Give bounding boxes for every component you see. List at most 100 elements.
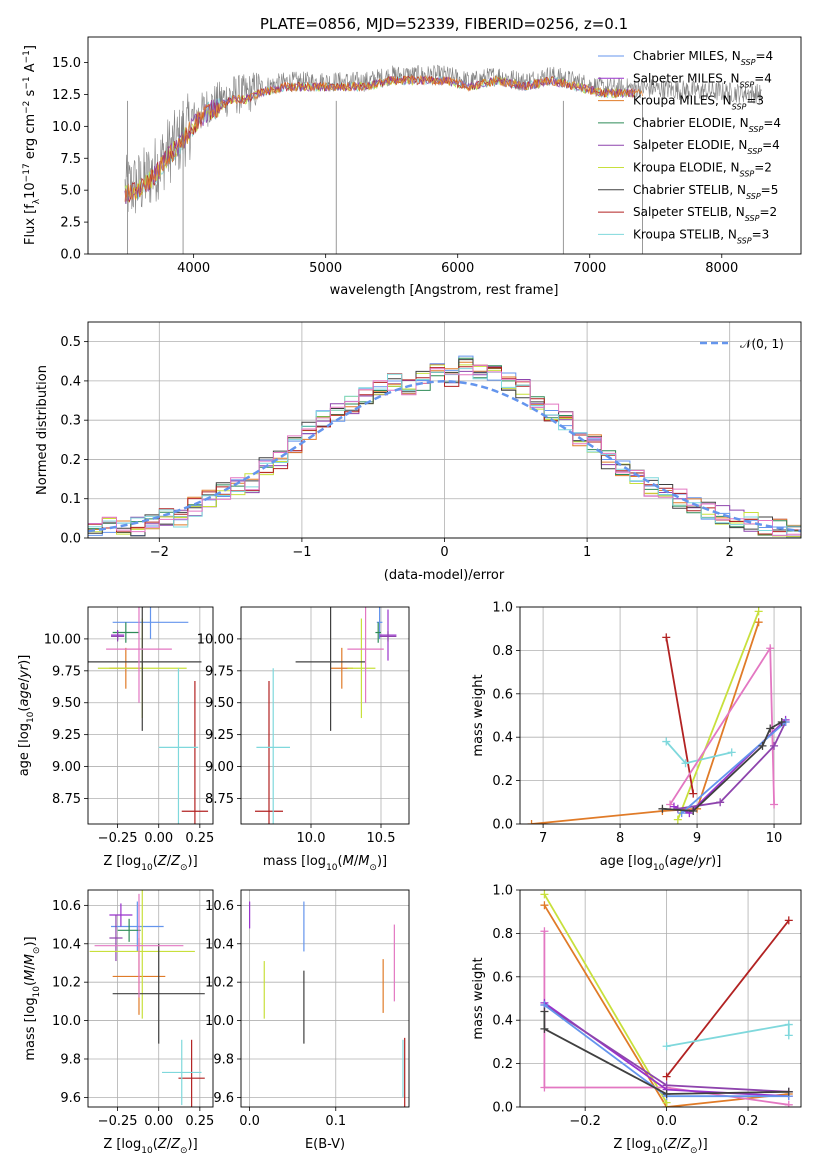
plot-area: [255, 607, 397, 824]
model-spectrum: [124, 74, 643, 202]
x-tick-label: 0.0: [656, 1114, 677, 1129]
y-tick-label: 10.6: [52, 899, 81, 914]
gaussian-curve: [88, 380, 801, 533]
x-tick-label: 4000: [177, 261, 210, 276]
y-axis-label-3: age [log10(age/yr)]: [17, 655, 36, 777]
y-tick-label: 9.8: [213, 1052, 234, 1067]
y-tick-label: 7.5: [60, 152, 81, 167]
weight-marker: [758, 741, 767, 750]
legend-label: Kroupa STELIB, NSSP=3: [633, 227, 769, 245]
x-tick-label: 10: [766, 831, 783, 846]
y-tick-label: 0.0: [60, 532, 81, 547]
y-tick-label: 0.6: [492, 687, 513, 702]
y-tick-label: 10.4: [52, 937, 81, 952]
weight-line: [673, 719, 787, 815]
weight-marker: [689, 789, 698, 798]
weight-marker: [658, 804, 667, 813]
x-axis-label-5: age [log10(age/yr)]: [600, 854, 722, 873]
x-tick-label: 1: [583, 545, 591, 560]
weight-marker: [777, 718, 786, 727]
plot-area: [124, 64, 762, 254]
legend-label: Kroupa ELODIE, NSSP=2: [633, 161, 772, 179]
y-tick-label: 10.6: [205, 899, 234, 914]
weight-marker: [784, 1031, 793, 1040]
legend-label: Chabrier MILES, NSSP=4: [633, 49, 773, 67]
x-tick-label: 0.00: [144, 831, 173, 846]
axes-frame: [519, 889, 802, 1108]
weight-marker: [754, 607, 763, 616]
x-axis-label-3: Z [log10(Z/Z⊙)]: [103, 854, 197, 873]
x-axis-label-8: Z [log10(Z/Z⊙)]: [613, 1137, 707, 1156]
axes-frame: [240, 606, 410, 825]
weight-marker: [784, 1020, 793, 1029]
panel-6: −0.25 0.00 0.25 9.6 9.8 10.0 10.2 10.4 10.6 Z [lo…: [23, 889, 214, 1156]
x-tick-label: 0.1: [325, 1114, 346, 1129]
x-axis-label-6: Z [log10(Z/Z⊙)]: [103, 1137, 197, 1156]
y-tick-label: 0.0: [492, 1101, 513, 1116]
y-tick-label: 0.4: [60, 374, 81, 389]
y-tick-label: 1.0: [492, 601, 513, 616]
weight-marker: [540, 927, 549, 936]
model-spectrum: [124, 75, 636, 203]
x-tick-label: 6000: [441, 261, 474, 276]
weight-marker: [754, 618, 763, 627]
weight-line: [666, 1023, 790, 1048]
weight-marker: [540, 1083, 549, 1092]
x-tick-label: 8000: [705, 261, 738, 276]
weight-marker: [784, 1087, 793, 1096]
weight-marker: [766, 644, 775, 653]
legend-label: Salpeter STELIB, NSSP=2: [633, 205, 777, 223]
y-tick-label: 9.50: [205, 696, 234, 711]
y-tick-label: 0.4: [492, 731, 513, 746]
plot-area: [89, 890, 205, 1107]
model-spectrum: [124, 74, 636, 203]
axes-frame: [87, 889, 214, 1108]
x-tick-label: 7: [539, 831, 547, 846]
y-tick-label: 8.75: [205, 792, 234, 807]
x-axis-label-4: mass [log10(M/M⊙)]: [263, 854, 387, 873]
y-tick-label: 8.75: [52, 792, 81, 807]
axes-frame: [87, 606, 214, 825]
plot-area: [527, 607, 790, 824]
x-tick-label: −0.2: [569, 1114, 601, 1129]
x-axis-label-2: (data-model)/error: [384, 568, 505, 583]
y-tick-label: 5.0: [60, 184, 81, 199]
legend-label: Salpeter ELODIE, NSSP=4: [633, 138, 780, 156]
weight-marker: [662, 633, 671, 642]
axes-frame: [519, 606, 802, 825]
histogram-step: [88, 364, 801, 536]
y-tick-label: 9.25: [205, 728, 234, 743]
weight-marker: [527, 820, 536, 824]
plot-area: [540, 890, 793, 1107]
panel-1: 4000 5000 6000 7000 8000 0.0 2.5 5.0 7.5 10.0 12.5…: [22, 15, 802, 298]
weight-line: [665, 919, 790, 1078]
y-tick-label: 9.75: [205, 664, 234, 679]
weight-marker: [727, 748, 736, 757]
weight-line: [543, 1011, 789, 1095]
y-tick-label: 10.0: [205, 1014, 234, 1029]
y-tick-label: 0.4: [492, 1014, 513, 1029]
y-tick-label: 10.00: [44, 632, 81, 647]
weight-marker: [766, 724, 775, 733]
x-tick-label: −2: [150, 545, 169, 560]
plot-area: [249, 901, 406, 1107]
x-tick-label: −0.25: [98, 831, 138, 846]
y-tick-label: 9.8: [60, 1052, 81, 1067]
weight-marker: [770, 800, 779, 809]
y-tick-label: 10.0: [52, 1014, 81, 1029]
x-tick-label: 0: [440, 545, 448, 560]
weight-marker: [770, 741, 779, 750]
weight-marker: [716, 798, 725, 807]
y-tick-label: 9.25: [52, 728, 81, 743]
weight-marker: [784, 1100, 793, 1107]
weight-marker: [681, 759, 690, 768]
weight-marker: [540, 1024, 549, 1033]
legend-label: Kroupa MILES, NSSP=3: [633, 94, 764, 112]
weight-marker: [662, 1081, 671, 1090]
chart-title-1: PLATE=0856, MJD=52339, FIBERID=0256, z=0…: [260, 15, 628, 33]
weight-marker: [540, 1007, 549, 1016]
weight-marker: [540, 901, 549, 910]
x-tick-label: 0.0: [239, 1114, 260, 1129]
y-axis-label-8: mass weight: [471, 957, 486, 1039]
